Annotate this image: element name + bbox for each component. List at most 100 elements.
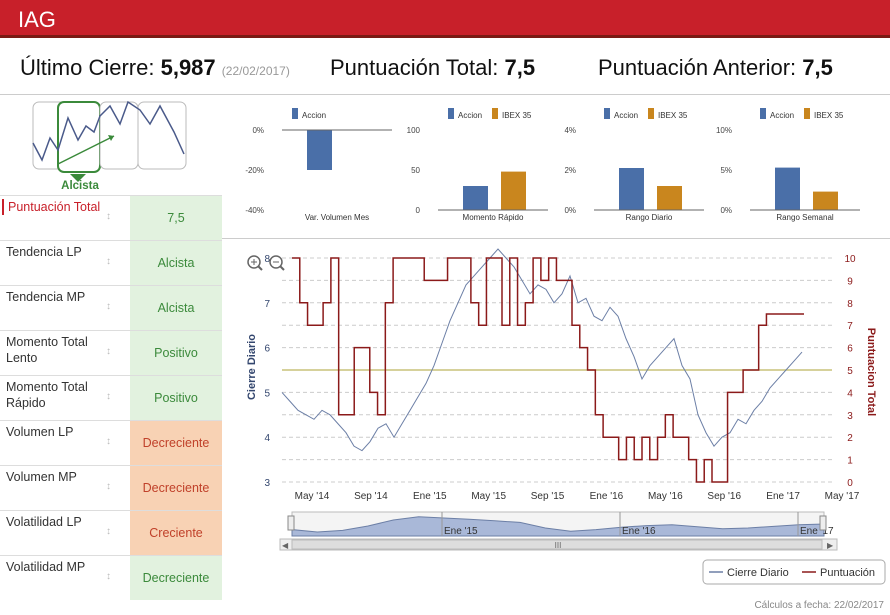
total-score-summary: Puntuación Total: 7,5 bbox=[330, 55, 535, 81]
summary-divider bbox=[0, 94, 890, 95]
bar bbox=[619, 168, 644, 210]
bar-chart-title: Momento Rápido bbox=[463, 213, 524, 222]
tick-label: 0% bbox=[564, 206, 576, 215]
sort-arrows-icon: ↕ bbox=[106, 346, 111, 357]
indicator-row: Volumen LP ↕ Decreciente bbox=[0, 420, 222, 465]
indicator-row: Volatilidad LP ↕ Creciente bbox=[0, 510, 222, 555]
chart-legend: Cierre Diario Puntuación bbox=[702, 559, 886, 585]
bars-divider bbox=[222, 238, 890, 239]
indicator-value: Alcista bbox=[130, 241, 222, 285]
bar-chart-title: Rango Diario bbox=[626, 213, 673, 222]
y-axis-label: Cierre Diario bbox=[246, 334, 258, 400]
x-tick-label: May '16 bbox=[648, 491, 683, 502]
scroll-right-icon[interactable]: ▶ bbox=[827, 541, 834, 550]
zoom-out-icon[interactable] bbox=[269, 255, 285, 271]
y2-tick-label: 10 bbox=[844, 254, 856, 265]
bar-charts: Accion 0% -20% -40% Var. Volumen Mes Accion IB… bbox=[245, 108, 860, 222]
y-tick-label: 7 bbox=[264, 299, 270, 310]
series-cierre-diario bbox=[281, 248, 803, 452]
tick-label: 10% bbox=[716, 126, 732, 135]
tick-label: 4% bbox=[564, 126, 576, 135]
prev-score-summary: Puntuación Anterior: 7,5 bbox=[598, 55, 833, 81]
tick-label: -20% bbox=[245, 166, 264, 175]
indicator-row: Puntuación Total ↕ 7,5 bbox=[0, 195, 222, 240]
zoom-in-icon[interactable] bbox=[247, 255, 263, 271]
legend-label: IBEX 35 bbox=[658, 111, 688, 120]
x-tick-label: Ene '17 bbox=[766, 491, 800, 502]
navigator-handle-left[interactable] bbox=[287, 515, 295, 531]
indicator-label: Volumen LP bbox=[6, 425, 74, 439]
indicator-row: Volatilidad MP ↕ Decreciente bbox=[0, 555, 222, 600]
indicator-value: Decreciente bbox=[130, 556, 222, 600]
navigator-handle-right[interactable] bbox=[819, 515, 827, 531]
legend-label: Accion bbox=[458, 111, 482, 120]
page-title: IAG bbox=[18, 7, 56, 32]
y2-tick-label: 1 bbox=[847, 456, 853, 467]
legend-label: IBEX 35 bbox=[814, 111, 844, 120]
indicator-row: Momento Total Lento ↕ Positivo bbox=[0, 330, 222, 375]
legend-label-puntuacion[interactable]: Puntuación bbox=[820, 567, 875, 579]
y2-tick-label: 0 bbox=[847, 478, 853, 489]
y2-tick-label: 4 bbox=[847, 388, 853, 399]
trend-arrow-head bbox=[108, 135, 114, 141]
bar bbox=[775, 167, 800, 210]
trend-widget: Alcista bbox=[32, 100, 187, 192]
x-tick-label: May '17 bbox=[825, 491, 860, 502]
y2-tick-label: 8 bbox=[847, 299, 853, 310]
legend-swatch bbox=[760, 108, 766, 119]
header-divider bbox=[0, 35, 890, 38]
sort-arrows-icon: ↕ bbox=[106, 571, 111, 582]
legend-swatch bbox=[448, 108, 454, 119]
indicator-label: Puntuación Total bbox=[2, 199, 108, 215]
tick-label: 100 bbox=[407, 126, 421, 135]
bar-chart: Accion IBEX 35 10% 5% 0% Rango Semanal bbox=[716, 108, 860, 222]
series-puntuacion bbox=[292, 257, 804, 483]
bar-chart: Accion IBEX 35 100 50 0 Momento Rápido bbox=[407, 108, 548, 222]
bar-chart: Accion IBEX 35 4% 2% 0% Rango Diario bbox=[564, 108, 704, 222]
legend-swatch bbox=[604, 108, 610, 119]
navigator-tick-label: Ene '17 bbox=[800, 526, 834, 537]
x-tick-label: Sep '16 bbox=[707, 491, 741, 502]
legend-swatch bbox=[648, 108, 654, 119]
total-score-value: 7,5 bbox=[504, 55, 536, 80]
navigator-tick-label: Ene '16 bbox=[622, 526, 656, 537]
x-tick-label: May '15 bbox=[471, 491, 506, 502]
legend-label-cierre[interactable]: Cierre Diario bbox=[727, 567, 789, 579]
y2-tick-label: 6 bbox=[847, 344, 853, 355]
indicator-label: Volumen MP bbox=[6, 470, 77, 484]
y-tick-label: 8 bbox=[264, 254, 270, 265]
indicator-value: Alcista bbox=[130, 286, 222, 330]
sort-arrows-icon: ↕ bbox=[106, 301, 111, 312]
trend-sparkline bbox=[32, 100, 185, 162]
tick-label: 50 bbox=[411, 166, 420, 175]
scrollbar-thumb[interactable] bbox=[291, 539, 823, 550]
x-tick-label: Ene '15 bbox=[413, 491, 447, 502]
sort-arrows-icon: ↕ bbox=[106, 391, 111, 402]
prev-score-value: 7,5 bbox=[802, 55, 833, 80]
navigator-area bbox=[291, 516, 825, 537]
bar bbox=[463, 186, 488, 210]
y-tick-label: 6 bbox=[264, 344, 270, 355]
sort-arrows-icon: ↕ bbox=[106, 256, 111, 267]
indicator-label: Volatilidad LP bbox=[6, 515, 82, 529]
sort-arrows-icon: ↕ bbox=[106, 211, 111, 222]
trend-label: Alcista bbox=[61, 180, 99, 192]
indicator-label: Tendencia LP bbox=[6, 245, 82, 259]
y2-tick-label: 5 bbox=[847, 366, 853, 377]
scroll-left-icon[interactable]: ◀ bbox=[282, 541, 289, 550]
indicator-label: Momento Total Lento bbox=[6, 335, 88, 365]
indicator-label: Tendencia MP bbox=[6, 290, 86, 304]
navigator-tick-label: Ene '15 bbox=[444, 526, 478, 537]
sort-arrows-icon: ↕ bbox=[106, 526, 111, 537]
legend-label: Accion bbox=[770, 111, 794, 120]
bar bbox=[813, 191, 838, 210]
legend-swatch bbox=[804, 108, 810, 119]
footer-date: Cálculos a fecha: 22/02/2017 bbox=[754, 600, 884, 611]
y2-tick-label: 9 bbox=[847, 276, 853, 287]
legend-swatch bbox=[292, 108, 298, 119]
last-close-label: Último Cierre: bbox=[20, 55, 155, 80]
tick-label: 0 bbox=[416, 206, 421, 215]
indicator-row: Momento Total Rápido ↕ Positivo bbox=[0, 375, 222, 420]
y2-axis-label: Puntuacion Total bbox=[865, 328, 877, 416]
